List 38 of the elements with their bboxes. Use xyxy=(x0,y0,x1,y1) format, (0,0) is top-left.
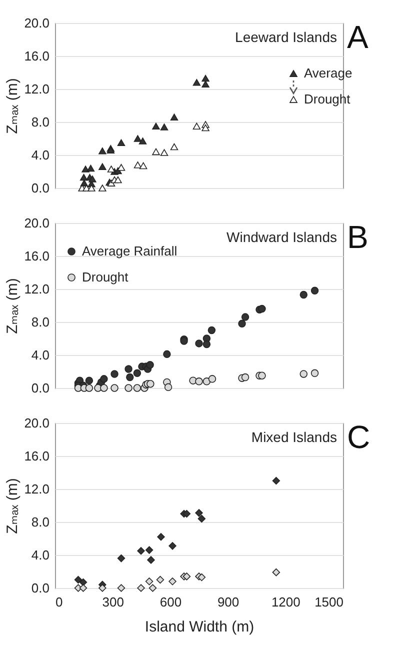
y-tick-label: 20.0 xyxy=(24,16,50,30)
chart-title: Mixed Islands xyxy=(251,429,337,445)
y-tick-label: 12.0 xyxy=(24,282,50,296)
x-tick-label: 300 xyxy=(102,594,124,610)
legend-label: Average Rainfall xyxy=(82,244,178,258)
x-tick-label: 1200 xyxy=(271,594,300,610)
y-tick-label: 8.0 xyxy=(31,114,50,130)
x-axis-title: Island Width (m) xyxy=(144,618,254,636)
x-tick-label: 1500 xyxy=(314,594,344,610)
chart-title: Leeward Islands xyxy=(235,29,337,45)
x-tick-label: 600 xyxy=(160,594,182,610)
text: C xyxy=(347,419,370,455)
y-tick-label: 16.0 xyxy=(24,448,50,464)
y-tick-label: 20.0 xyxy=(24,416,50,430)
y-axis-title: Zₘₐₓ (m) xyxy=(4,78,22,134)
y-tick-label: 12.0 xyxy=(24,482,50,496)
y-tick-label: 4.0 xyxy=(31,348,50,362)
y-tick-label: 4.0 xyxy=(31,148,50,162)
text: A xyxy=(347,19,369,55)
y-tick-label: 16.0 xyxy=(24,48,50,64)
y-axis-title: Zₘₐₓ (m) xyxy=(4,478,22,534)
y-tick-label: 12.0 xyxy=(24,82,50,96)
text: B xyxy=(347,219,368,255)
x-tick-label: 900 xyxy=(217,594,240,610)
legend-label: Drought xyxy=(304,92,351,106)
chart-title: Windward Islands xyxy=(226,229,337,245)
y-tick-label: 0.0 xyxy=(31,180,50,196)
y-tick-label: 0.0 xyxy=(31,380,50,396)
y-tick-label: 8.0 xyxy=(31,514,50,530)
y-tick-label: 4.0 xyxy=(31,548,50,562)
legend-label: Average xyxy=(304,66,352,80)
y-tick-label: 20.0 xyxy=(24,216,50,230)
y-axis-title: Zₘₐₓ (m) xyxy=(4,278,22,334)
y-tick-label: 8.0 xyxy=(31,314,50,330)
x-tick-label: 0 xyxy=(56,594,63,610)
y-tick-label: 16.0 xyxy=(24,248,50,264)
legend-label: Drought xyxy=(82,270,129,284)
y-tick-label: 0.0 xyxy=(31,580,50,596)
